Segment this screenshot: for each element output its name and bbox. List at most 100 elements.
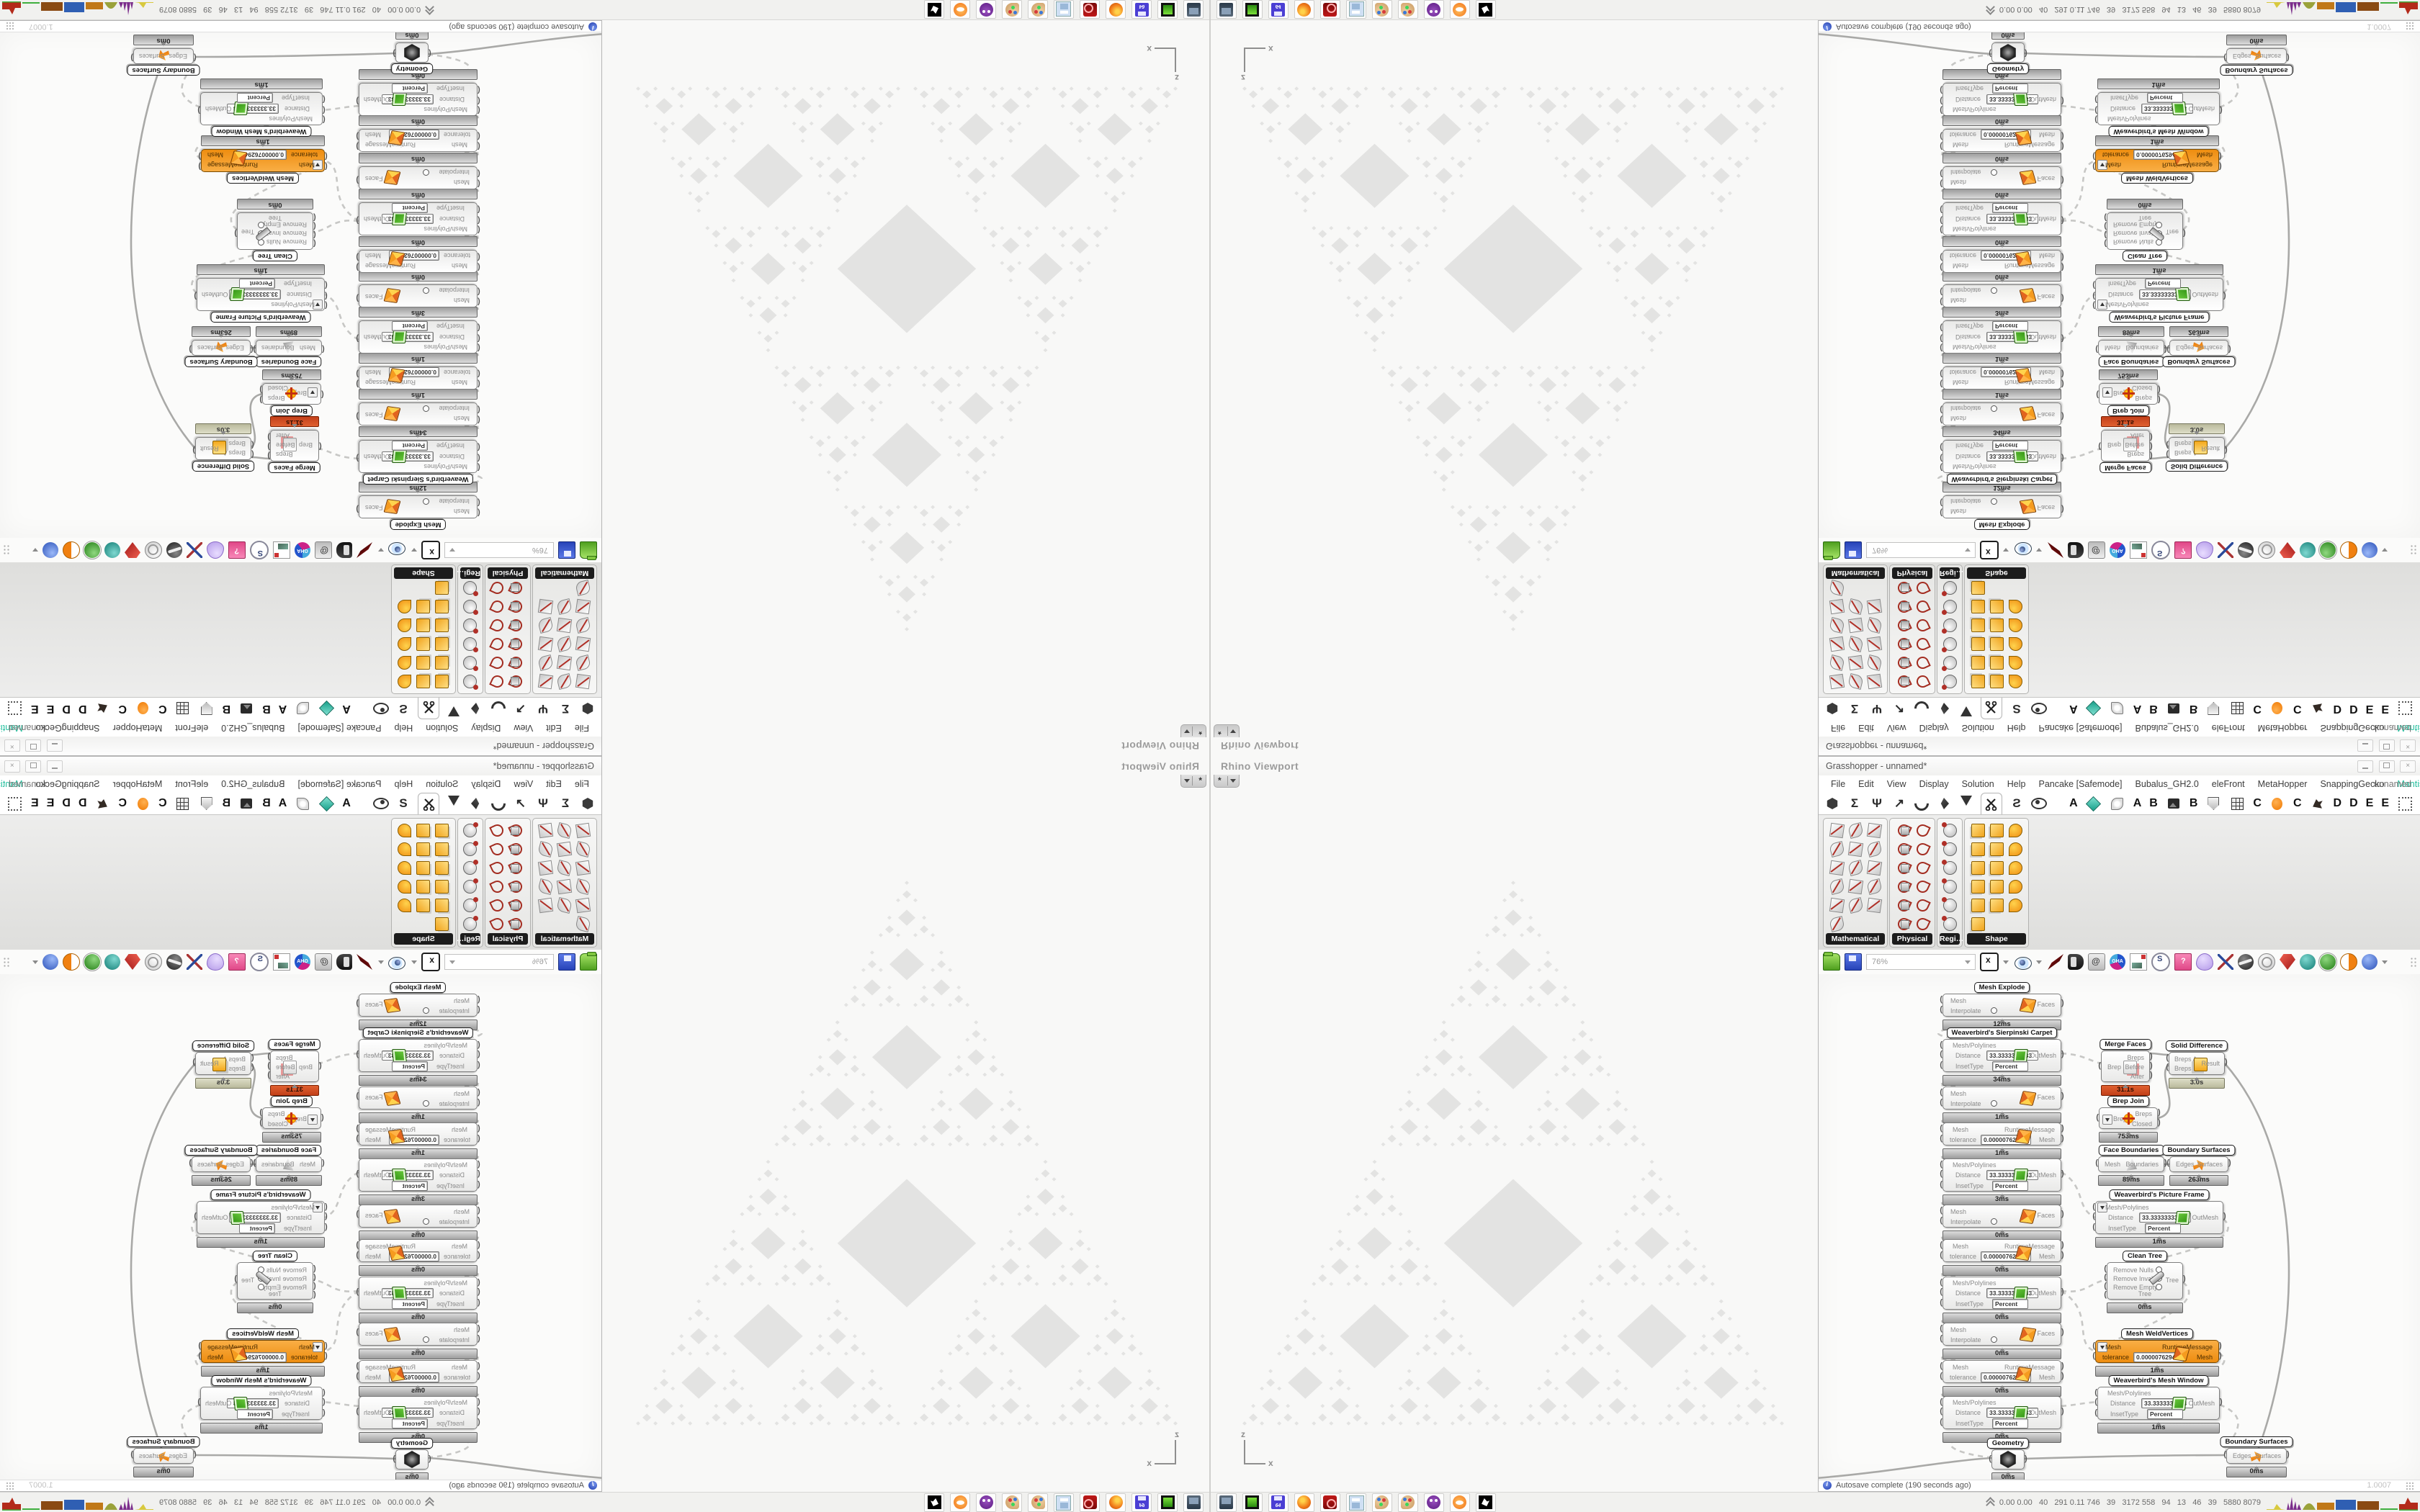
toggle-circle[interactable] (423, 1100, 429, 1107)
output-port[interactable]: ) (2060, 262, 2065, 271)
component-icon[interactable] (414, 858, 433, 877)
gh-node-sierp[interactable]: Weaverbird's Picture Frame Mesh/Polylines… (2092, 264, 2227, 323)
owl-browser-app[interactable] (1424, 0, 1444, 19)
output-port[interactable]: ) (392, 1455, 397, 1464)
component-icon[interactable] (508, 877, 526, 896)
component-icon[interactable] (537, 654, 555, 672)
ribbon-group-label[interactable]: Regi… (1940, 567, 1964, 579)
preview-off-button[interactable] (166, 542, 182, 558)
ribbon-group-label[interactable]: Regi… (1940, 933, 1964, 945)
gh-node-explode[interactable]: Mesh Interpolate Faces(() 0ms (355, 1205, 481, 1241)
component-icon[interactable] (1827, 877, 1846, 896)
input-port[interactable]: ( (321, 1398, 326, 1407)
annotation-button[interactable] (315, 541, 332, 559)
gh-node-geometry[interactable]: Geometry() 0ms (1986, 30, 2030, 74)
gh-node-sierp[interactable]: Weaverbird's Sierpinski Carpet Mesh/Polyl… (1939, 1027, 2065, 1086)
component-icon[interactable] (555, 877, 574, 896)
toggle-circle[interactable] (2156, 1284, 2162, 1290)
component-icon[interactable] (1912, 821, 1931, 840)
save-file-button[interactable] (558, 953, 575, 971)
rhino-app[interactable] (924, 0, 944, 19)
input-port[interactable]: ( (476, 287, 481, 295)
menu-item-display[interactable]: Display (1919, 779, 1949, 789)
component-icon[interactable] (574, 877, 593, 896)
ribbon-group-label[interactable]: Regi… (456, 933, 480, 945)
rhino-viewport[interactable]: Rhino Viewport * z x (602, 20, 1209, 756)
input-port[interactable]: ( (476, 996, 481, 1004)
input-port[interactable]: ( (2166, 1159, 2171, 1168)
viewport-tab-button[interactable]: * (1214, 775, 1240, 788)
ribbon-group-label[interactable]: Shape (1967, 567, 2026, 579)
component-icon[interactable] (1940, 840, 1959, 858)
save-file-button[interactable] (558, 541, 575, 559)
curve-tab[interactable] (488, 793, 509, 814)
system-settings-app[interactable] (1183, 1493, 1204, 1512)
output-port[interactable]: ) (2023, 48, 2028, 57)
input-port[interactable]: ( (476, 405, 481, 413)
gh-node-sierp[interactable]: Weaverbird's Sierpinski Carpet Mesh/Polyl… (355, 426, 481, 485)
input-port[interactable]: ( (476, 1335, 481, 1344)
component-icon[interactable] (489, 858, 508, 877)
component-icon[interactable] (508, 914, 526, 933)
transform-tab[interactable]: Ƨ (2012, 796, 2021, 810)
remote-panel-button[interactable] (2196, 953, 2213, 971)
plugin-tab-5[interactable] (238, 795, 254, 812)
component-icon[interactable] (1846, 877, 1865, 896)
zoom-level-field[interactable]: 76% (444, 954, 554, 970)
output-port[interactable]: ) (2227, 344, 2232, 353)
input-port[interactable]: ( (1939, 1217, 1944, 1225)
toolbar-grip-icon[interactable] (3, 957, 10, 967)
maximize-button[interactable] (2378, 760, 2395, 773)
output-port[interactable]: ) (233, 1275, 238, 1284)
component-icon[interactable] (1846, 821, 1865, 840)
plugin-tab-15[interactable]: E (46, 797, 55, 809)
maths-tab[interactable]: Σ (1850, 702, 1859, 716)
component-icon[interactable] (461, 840, 480, 858)
plugin-tab-2[interactable] (295, 795, 310, 812)
vector-tab[interactable]: ↗ (515, 796, 526, 810)
gh-node-brepjoin[interactable]: Brep Join Breps Breps Closed()) 753ms (259, 369, 325, 416)
component-icon[interactable] (1846, 840, 1865, 858)
maths-tab[interactable]: Σ (1850, 796, 1859, 810)
input-port[interactable]: ( (1939, 1325, 1944, 1333)
paint-app-2[interactable] (1002, 1493, 1022, 1512)
output-port[interactable]: ) (2218, 161, 2223, 170)
exit-mode-button[interactable] (336, 542, 352, 558)
input-port[interactable]: ( (1939, 141, 1944, 150)
preview-off-button[interactable] (166, 954, 182, 970)
input-port[interactable]: ( (476, 131, 481, 140)
paint-app-2[interactable] (1002, 0, 1022, 19)
input-port[interactable]: ( (320, 1114, 325, 1122)
output-port[interactable]: ) (2060, 1288, 2065, 1297)
menu-item-view[interactable]: View (514, 723, 534, 733)
output-port[interactable]: ) (233, 228, 238, 237)
vector-tab[interactable]: ↗ (1894, 702, 1905, 716)
component-icon[interactable] (1968, 858, 1987, 877)
component-icon[interactable] (433, 616, 452, 635)
input-port[interactable]: ( (323, 1212, 328, 1221)
annotation-button[interactable] (2088, 541, 2105, 559)
menu-item-mantis[interactable]: Mantis (2397, 779, 2420, 789)
component-icon[interactable] (2006, 896, 2025, 914)
gh-node-sierp[interactable]: Mesh/Polylines Distance 33.3333333333 OutMe… (1939, 1158, 2065, 1205)
output-port[interactable]: ) (2182, 1275, 2187, 1284)
ribbon-group-label[interactable]: Shape (1967, 933, 2026, 945)
plugin-tab-1[interactable] (318, 700, 334, 717)
component-icon[interactable] (395, 840, 414, 858)
component-icon[interactable] (1968, 616, 1987, 635)
component-icon[interactable] (489, 877, 508, 896)
input-port[interactable]: ( (1939, 1061, 1944, 1070)
component-icon[interactable] (1912, 616, 1931, 635)
system-settings-app[interactable] (1183, 0, 1204, 19)
component-icon[interactable] (1846, 616, 1865, 635)
gh-node-bndsurf[interactable]: Boundary Surfaces Edges Surfaces() 263ms (184, 326, 258, 367)
value-field[interactable]: Percent (2145, 279, 2181, 289)
input-port[interactable]: ( (476, 442, 481, 451)
gh-node-sierp[interactable]: Weaverbird's Sierpinski Carpet Mesh/Polyl… (355, 1027, 481, 1086)
wire-display-button[interactable] (187, 542, 202, 558)
chevron-down-icon[interactable] (2003, 542, 2010, 558)
menu-item-edit[interactable]: Edit (546, 779, 562, 789)
input-port[interactable]: ( (323, 1203, 328, 1212)
output-port[interactable]: ) (197, 1352, 202, 1361)
